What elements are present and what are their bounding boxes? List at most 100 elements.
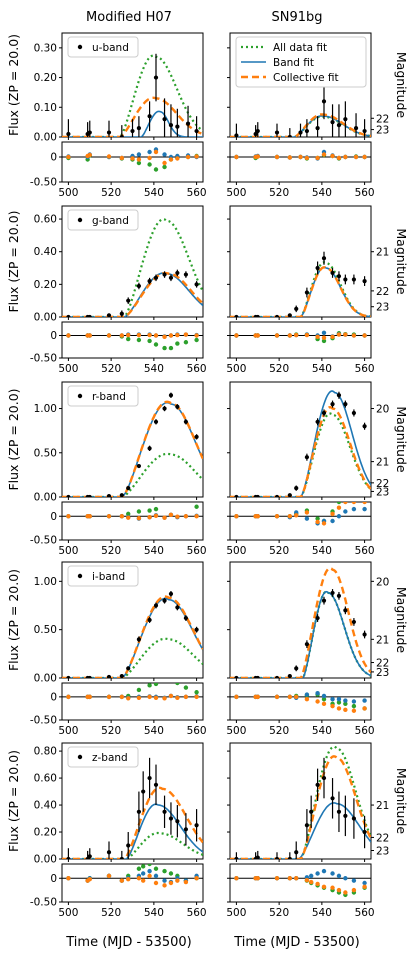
x-tick-label: 540 bbox=[312, 363, 332, 375]
data-point bbox=[309, 809, 314, 814]
residual-point bbox=[336, 696, 342, 702]
plot-area bbox=[62, 218, 203, 317]
residual-point bbox=[147, 338, 152, 344]
data-point bbox=[136, 637, 142, 642]
residual-point bbox=[185, 154, 191, 160]
data-point bbox=[304, 455, 310, 460]
data-point bbox=[287, 134, 292, 137]
y-tick-label: 0.00 bbox=[34, 312, 57, 324]
residual-point bbox=[343, 698, 348, 703]
data-point bbox=[153, 75, 159, 80]
residual-point bbox=[153, 342, 159, 347]
residual-point bbox=[321, 696, 327, 702]
column-title-left: Modified H07 bbox=[86, 10, 172, 25]
residual-point bbox=[147, 508, 152, 513]
residual-point bbox=[126, 336, 131, 342]
residual-point bbox=[304, 155, 310, 161]
data-point bbox=[153, 419, 159, 424]
legend-label: g-band bbox=[92, 215, 129, 227]
magnitude-tick-label: 20 bbox=[376, 404, 389, 416]
y-tick-label: 0.00 bbox=[34, 854, 57, 866]
residual-point bbox=[343, 876, 348, 881]
residual-point bbox=[126, 515, 131, 520]
y-tick-label: 0.00 bbox=[34, 492, 57, 504]
residual-point bbox=[343, 701, 348, 707]
residual-point bbox=[147, 515, 152, 520]
data-point bbox=[136, 283, 142, 289]
residual-point bbox=[168, 512, 174, 518]
band-legend: u-band bbox=[67, 36, 139, 58]
residual-point bbox=[330, 153, 335, 159]
residual-point bbox=[255, 154, 260, 159]
data-point bbox=[315, 615, 320, 621]
residual-point bbox=[147, 332, 152, 338]
data-point bbox=[66, 131, 71, 137]
data-point bbox=[315, 265, 320, 271]
x-tick-label: 500 bbox=[58, 725, 78, 737]
residual-point bbox=[130, 156, 135, 161]
residual-point bbox=[352, 493, 356, 497]
residual-point bbox=[162, 345, 167, 351]
y-tick-label: 0.30 bbox=[34, 42, 57, 54]
data-point bbox=[287, 313, 292, 317]
data-point bbox=[106, 674, 112, 678]
residual-point bbox=[255, 333, 260, 338]
data-point bbox=[343, 402, 348, 407]
data-point bbox=[362, 128, 367, 134]
legend-box bbox=[67, 209, 139, 231]
data-point bbox=[106, 313, 112, 317]
residual-point bbox=[343, 890, 348, 895]
x-tick-label: 520 bbox=[269, 725, 289, 737]
residual-axes-frame bbox=[61, 321, 204, 359]
residual-point bbox=[336, 514, 342, 519]
residual-point bbox=[136, 515, 142, 521]
panel-z-band-right: 500 520 540 560 21 22 23 Magnitude bbox=[226, 742, 409, 919]
data-point bbox=[136, 809, 142, 814]
x-tick-label: 540 bbox=[144, 907, 164, 919]
data-point bbox=[168, 816, 174, 821]
residual-point bbox=[119, 514, 125, 519]
residual-point bbox=[136, 160, 142, 166]
data-point bbox=[162, 117, 167, 122]
data-point bbox=[168, 275, 174, 280]
main-axes-frame bbox=[229, 381, 372, 498]
data-point bbox=[315, 125, 320, 131]
data-point bbox=[362, 278, 367, 284]
residual-point bbox=[315, 155, 320, 161]
collective-fit-curve bbox=[230, 266, 371, 317]
data-point bbox=[66, 856, 71, 859]
residual-point bbox=[153, 695, 159, 700]
residual-point bbox=[147, 162, 152, 167]
magnitude-tick-label: 22 bbox=[376, 658, 389, 670]
data-point bbox=[194, 434, 199, 439]
data-point bbox=[330, 120, 335, 125]
residual-area bbox=[66, 683, 199, 701]
residual-y-tick-label: -0.50 bbox=[30, 715, 57, 727]
residual-point bbox=[147, 683, 152, 688]
magnitude-tick-label: 20 bbox=[376, 576, 389, 588]
residual-point bbox=[304, 332, 310, 338]
data-point bbox=[136, 463, 142, 469]
x-tick-label: 500 bbox=[58, 545, 78, 557]
residual-point bbox=[153, 866, 159, 871]
data-point bbox=[330, 270, 335, 276]
y-tick-label: 1.00 bbox=[34, 576, 57, 588]
data-point bbox=[87, 854, 92, 859]
residual-point bbox=[304, 696, 310, 702]
residual-point bbox=[175, 514, 180, 519]
residual-point bbox=[194, 154, 199, 159]
data-point bbox=[321, 775, 327, 781]
data-point bbox=[153, 603, 159, 608]
y-tick-label: 0.50 bbox=[34, 624, 57, 636]
residual-point bbox=[194, 504, 199, 509]
residual-point bbox=[106, 333, 112, 338]
data-point bbox=[336, 593, 342, 598]
all-fit-curve bbox=[230, 590, 371, 678]
data-point bbox=[255, 314, 260, 317]
collective-fit-curve bbox=[230, 755, 371, 859]
residual-point bbox=[162, 696, 167, 701]
data-point bbox=[362, 829, 367, 835]
residual-point bbox=[353, 154, 359, 160]
y-axis-label: Flux (ZP = 20.0) bbox=[6, 34, 21, 136]
